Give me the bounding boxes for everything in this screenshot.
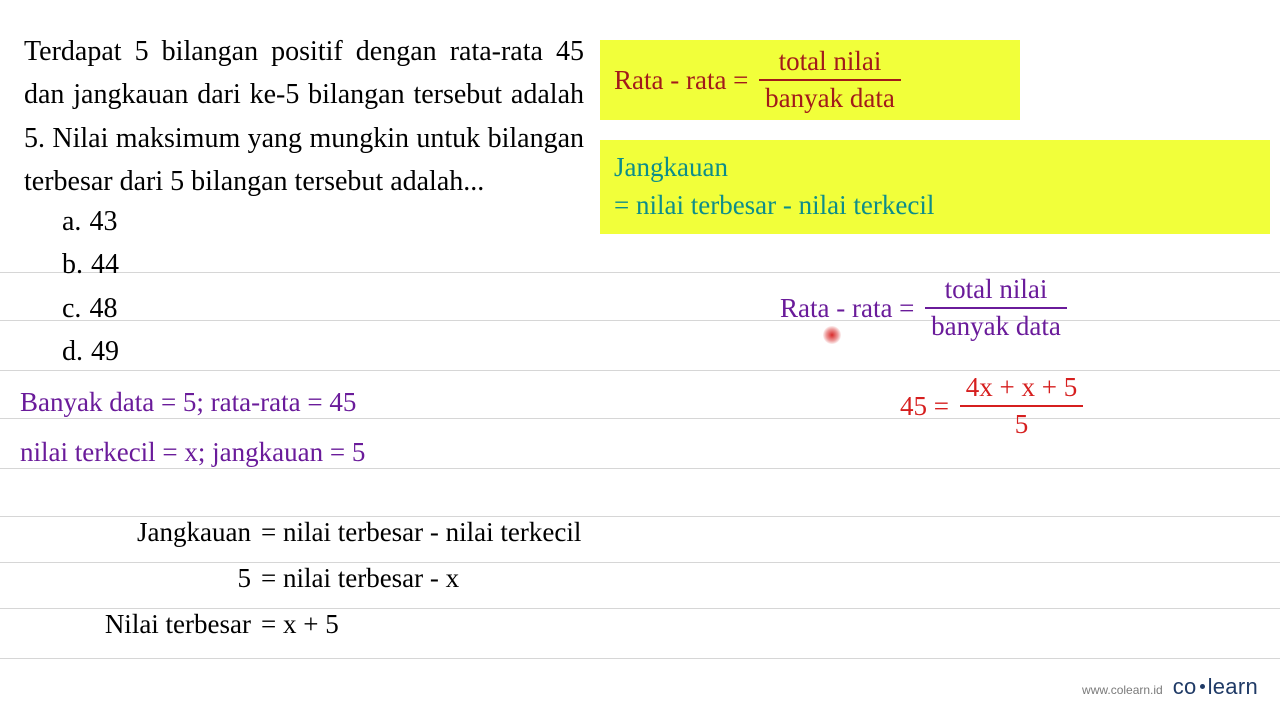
note-line1: Banyak data = 5; rata-rata = 45 (20, 378, 365, 428)
option-b: b.44 (62, 243, 119, 286)
formula-mean-lhs: Rata - rata = (614, 65, 748, 96)
eq3-lhs: 45 = (900, 391, 949, 422)
pointer-dot-icon (823, 326, 841, 344)
eq3-frac: 4x + x + 5 5 (956, 372, 1087, 440)
footer: www.colearn.id colearn (1082, 674, 1258, 700)
note-line2: nilai terkecil = x; jangkauan = 5 (20, 428, 365, 478)
mean-equation-red: 45 = 4x + x + 5 5 (900, 372, 1087, 440)
footer-url: www.colearn.id (1082, 683, 1163, 697)
range-calculation: Jangkauan = nilai terbesar - nilai terke… (36, 510, 581, 648)
formula-mean-den: banyak data (759, 81, 901, 114)
eq2-frac: total nilai banyak data (921, 274, 1071, 342)
option-a: a.43 (62, 200, 119, 243)
calc-r2-right: = nilai terbesar - x (261, 556, 459, 602)
eq2-num: total nilai (939, 274, 1054, 307)
calc-r1-right: = nilai terbesar - nilai terkecil (261, 510, 581, 556)
formula-range-line2: = nilai terbesar - nilai terkecil (614, 187, 934, 225)
option-d: d.49 (62, 330, 119, 373)
option-c: c.48 (62, 287, 119, 330)
formula-mean-frac: total nilai banyak data (755, 46, 905, 114)
calc-r2-left: 5 (36, 556, 261, 602)
question-text: Terdapat 5 bilangan positif dengan rata-… (24, 30, 584, 204)
formula-mean-num: total nilai (773, 46, 888, 79)
calc-r1-left: Jangkauan (36, 510, 261, 556)
brand-right: learn (1208, 674, 1258, 699)
brand-left: co (1173, 674, 1197, 699)
given-data-notes: Banyak data = 5; rata-rata = 45 nilai te… (20, 378, 365, 478)
formula-range-line1: Jangkauan (614, 149, 728, 187)
answer-options: a.43 b.44 c.48 d.49 (62, 200, 119, 374)
eq2-lhs: Rata - rata = (780, 293, 914, 324)
formula-range-box: Jangkauan = nilai terbesar - nilai terke… (600, 140, 1270, 234)
eq3-num: 4x + x + 5 (960, 372, 1083, 405)
formula-mean-box: Rata - rata = total nilai banyak data (600, 40, 1020, 120)
brand-dot-icon (1200, 684, 1205, 689)
eq3-den: 5 (1009, 407, 1035, 440)
eq2-den: banyak data (925, 309, 1067, 342)
brand-logo: colearn (1173, 674, 1258, 700)
calc-r3-left: Nilai terbesar (36, 602, 261, 648)
calc-r3-right: = x + 5 (261, 602, 339, 648)
